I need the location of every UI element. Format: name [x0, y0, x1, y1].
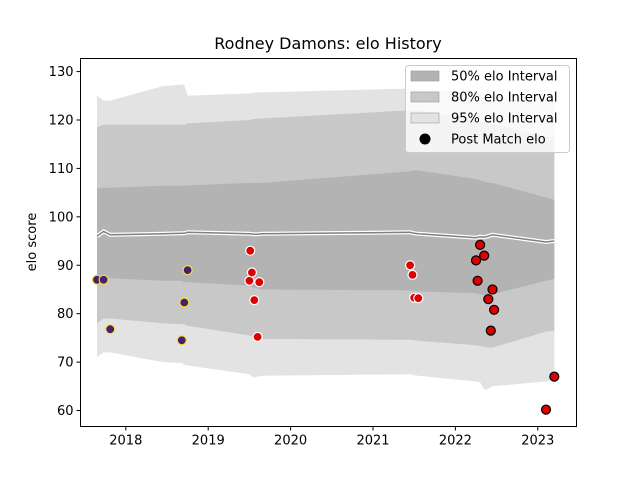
legend-label: 80% elo Interval [451, 91, 558, 106]
y-tick-label: 110 [49, 162, 74, 177]
y-tick-label: 130 [49, 65, 74, 80]
x-tick-label: 2021 [356, 434, 389, 449]
median-line [96, 230, 555, 243]
x-tick-label: 2018 [109, 434, 142, 449]
data-point [485, 325, 496, 336]
legend-swatch [410, 112, 440, 124]
y-tick-label: 60 [57, 404, 74, 419]
x-axis: 2018 2019 2020 2021 2022 2023 [109, 426, 554, 449]
data-point [405, 260, 416, 271]
data-point [252, 331, 263, 342]
y-axis-title: elo score [25, 213, 40, 272]
data-points [91, 239, 560, 415]
y-axis: 60 70 80 90 100 110 120 130 [49, 65, 81, 419]
data-point [179, 297, 190, 308]
data-point [549, 371, 560, 382]
y-tick-label: 120 [49, 113, 74, 128]
data-point [245, 245, 256, 256]
data-point [479, 250, 490, 261]
legend-marker [419, 133, 431, 145]
data-point [472, 275, 483, 286]
data-point [182, 265, 193, 276]
data-point [98, 274, 109, 285]
data-point [470, 255, 482, 266]
x-tick-label: 2020 [274, 434, 307, 449]
legend-frame [405, 65, 570, 153]
legend-label: Post Match elo [451, 133, 546, 148]
legend: 50% elo Interval 80% elo Interval 95% elo … [405, 65, 570, 153]
x-tick-label: 2019 [192, 434, 225, 449]
y-tick-label: 90 [57, 259, 74, 274]
plot-area [80, 58, 577, 427]
data-point [487, 284, 498, 295]
legend-swatch [410, 91, 440, 103]
data-point [105, 324, 116, 335]
data-point [254, 277, 265, 288]
x-tick-label: 2023 [521, 434, 554, 449]
y-tick-label: 80 [57, 307, 74, 322]
data-point [244, 275, 255, 286]
x-tick-label: 2022 [439, 434, 472, 449]
data-point [475, 239, 486, 250]
y-tick-label: 70 [57, 356, 74, 371]
data-point [249, 295, 260, 306]
axes-frame [80, 58, 577, 427]
interval-bands [95, 84, 555, 390]
data-point [176, 335, 187, 346]
y-tick-label: 100 [49, 210, 74, 225]
legend-swatch [410, 70, 440, 82]
data-point [413, 293, 424, 304]
data-point [489, 304, 500, 315]
chart-title: Rodney Damons: elo History [214, 34, 441, 53]
data-point [540, 404, 552, 415]
legend-label: 50% elo Interval [451, 70, 558, 85]
data-point [483, 294, 494, 305]
data-point [246, 267, 257, 278]
legend-label: 95% elo Interval [451, 112, 558, 127]
data-point [407, 269, 418, 280]
